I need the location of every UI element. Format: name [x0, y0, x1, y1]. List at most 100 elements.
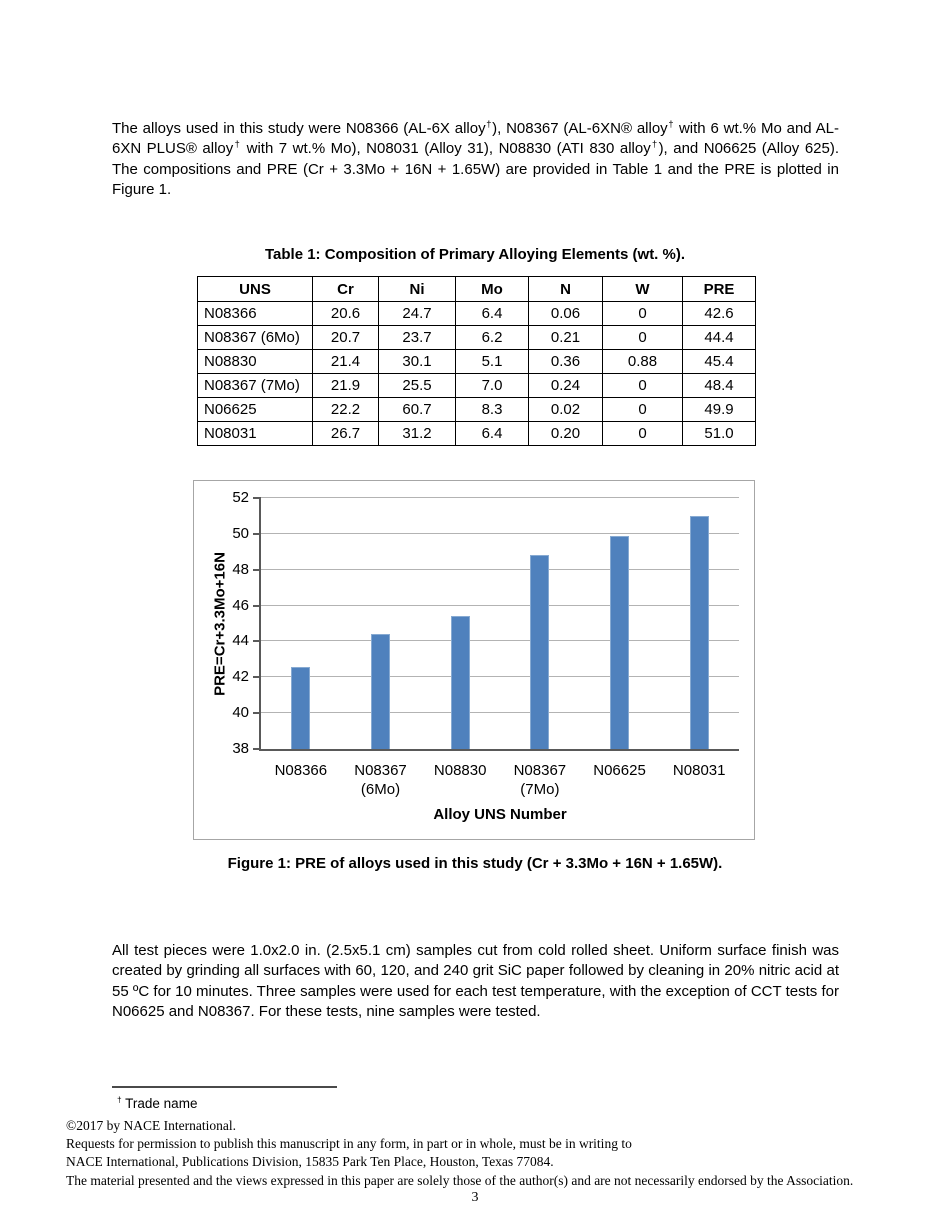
table-cell: 23.7: [378, 325, 456, 350]
table-row: N06625 22.2 60.7 8.3 0.02 0 49.9: [197, 397, 756, 422]
intro-paragraph: The alloys used in this study were N0836…: [112, 119, 839, 200]
table-cell: N08830: [197, 349, 313, 374]
gridline: [261, 532, 739, 534]
y-tick-label: 46: [232, 596, 249, 614]
table-cell: 24.7: [378, 301, 456, 326]
table-cell: 0.06: [528, 301, 603, 326]
table-cell: 8.3: [455, 397, 529, 422]
legal-line: ©2017 by NACE International.: [66, 1118, 236, 1133]
page-number: 3: [471, 1190, 479, 1205]
table-cell: N08366: [197, 301, 313, 326]
text-run: with 6 wt.% Mo and AL-6XN PLUS® alloy: [112, 120, 839, 158]
text-run: Trade name: [121, 1096, 198, 1111]
table-cell: 6.4: [455, 421, 529, 446]
gridline: [261, 568, 739, 570]
table-cell: N08031: [197, 421, 313, 446]
y-tick-mark: [253, 532, 261, 535]
table-cell: 42.6: [682, 301, 756, 326]
y-tick-label: 48: [232, 560, 249, 578]
table-cell: 20.7: [312, 325, 379, 350]
legal-line: NACE International, Publications Divisio…: [66, 1154, 554, 1170]
x-category-label: N08367 (6Mo): [354, 762, 407, 798]
table-cell: 49.9: [682, 397, 756, 422]
y-tick-mark: [253, 748, 261, 750]
table-cell: 25.5: [378, 373, 456, 398]
table-cell: 31.2: [378, 421, 456, 446]
bar-slot: [500, 498, 580, 749]
footnote-divider: [112, 1086, 337, 1088]
x-category-label: N08366: [274, 762, 328, 779]
table-cell: 0.24: [528, 373, 603, 398]
table-header-cell: UNS: [197, 276, 313, 302]
table-row: N08830 21.4 30.1 5.1 0.36 0.88 45.4: [197, 349, 756, 374]
table-cell: 45.4: [682, 349, 756, 374]
y-tick-mark: [253, 497, 261, 499]
bar-slot: [580, 498, 660, 749]
method-paragraph: All test pieces were 1.0x2.0 in. (2.5x5.…: [112, 942, 839, 1020]
bar-slot: [341, 498, 421, 749]
dagger-superscript: †: [485, 119, 493, 129]
table-cell: 0: [602, 397, 683, 422]
figure-caption: Figure 1: PRE of alloys used in this stu…: [227, 855, 723, 872]
table-cell: N08367 (7Mo): [197, 373, 313, 398]
table-cell: 0.36: [528, 349, 603, 374]
pre-bar-chart: N08366 N08367 (6Mo) N08830 N08367 (7Mo) N06625…: [193, 480, 755, 840]
x-category-label: N08830: [433, 762, 487, 779]
y-tick-mark: [253, 676, 261, 679]
dagger-superscript: †: [233, 139, 242, 150]
table-cell: 30.1: [378, 349, 456, 374]
dagger-superscript: †: [650, 139, 659, 150]
chart-plot-area: N08366 N08367 (6Mo) N08830 N08367 (7Mo) N06625…: [212, 489, 739, 823]
bar-N08031: [689, 515, 709, 749]
table-cell: 0: [602, 301, 683, 326]
table-header-cell: Mo: [455, 276, 529, 302]
table-cell: 21.9: [312, 373, 379, 398]
table-cell: 0.21: [528, 325, 603, 350]
y-tick-mark: [253, 568, 261, 571]
table-row: N08367 (7Mo) 21.9 25.5 7.0 0.24 0 48.4: [197, 373, 756, 398]
legal-line: Requests for permission to publish this …: [66, 1136, 632, 1152]
bar-N08830: [450, 616, 470, 749]
table-cell: 21.4: [312, 349, 379, 374]
table-cell: 22.2: [312, 397, 379, 422]
bar-N08367: [371, 634, 390, 749]
x-axis-title: Alloy UNS Number: [433, 806, 567, 823]
table-cell: 0: [602, 373, 683, 398]
bar-slot: [420, 498, 500, 749]
table-cell: 5.1: [455, 349, 529, 374]
bar-slot: [659, 498, 739, 749]
table-cell: 0: [602, 325, 683, 350]
table-cell: N06625: [197, 397, 313, 422]
table-cell: 6.2: [455, 325, 529, 350]
table-cell: 51.0: [682, 421, 756, 446]
text-run: with 7 wt.% Mo), N08031 (Alloy 31), N088…: [241, 140, 651, 158]
table-cell: 44.4: [682, 325, 756, 350]
bar-N08367: [530, 555, 550, 749]
table-cell: 60.7: [378, 397, 456, 422]
copyright-block: ©2017 by NACE International. Requests for…: [66, 1117, 910, 1190]
table-header-cell: Ni: [378, 276, 456, 302]
table-cell: 6.4: [455, 301, 529, 326]
y-tick-label: 50: [232, 524, 249, 542]
table-header-cell: PRE: [682, 276, 756, 302]
table-header-cell: N: [528, 276, 603, 302]
gridline: [261, 604, 739, 606]
table-title: Table 1: Composition of Primary Alloying…: [264, 246, 686, 263]
dagger-superscript: †: [117, 1094, 122, 1105]
table-cell: 0.88: [602, 349, 683, 374]
y-tick-label: 40: [232, 704, 249, 722]
table-cell: 26.7: [312, 421, 379, 446]
table-cell: 20.6: [312, 301, 379, 326]
table-row: N08031 26.7 31.2 6.4 0.20 0 51.0: [197, 421, 756, 446]
gridline: [261, 497, 739, 498]
y-tick-mark: [253, 640, 261, 643]
y-tick-mark: [253, 604, 261, 607]
x-category-label: N08367 (7Mo): [513, 762, 567, 798]
table-cell: 0.02: [528, 397, 603, 422]
bar-N08366: [291, 666, 311, 749]
y-tick-label: 38: [232, 740, 249, 757]
table-cell: 0.20: [528, 421, 603, 446]
table-header-cell: W: [602, 276, 683, 302]
footnote-trade-name: † Trade name: [117, 1094, 198, 1111]
